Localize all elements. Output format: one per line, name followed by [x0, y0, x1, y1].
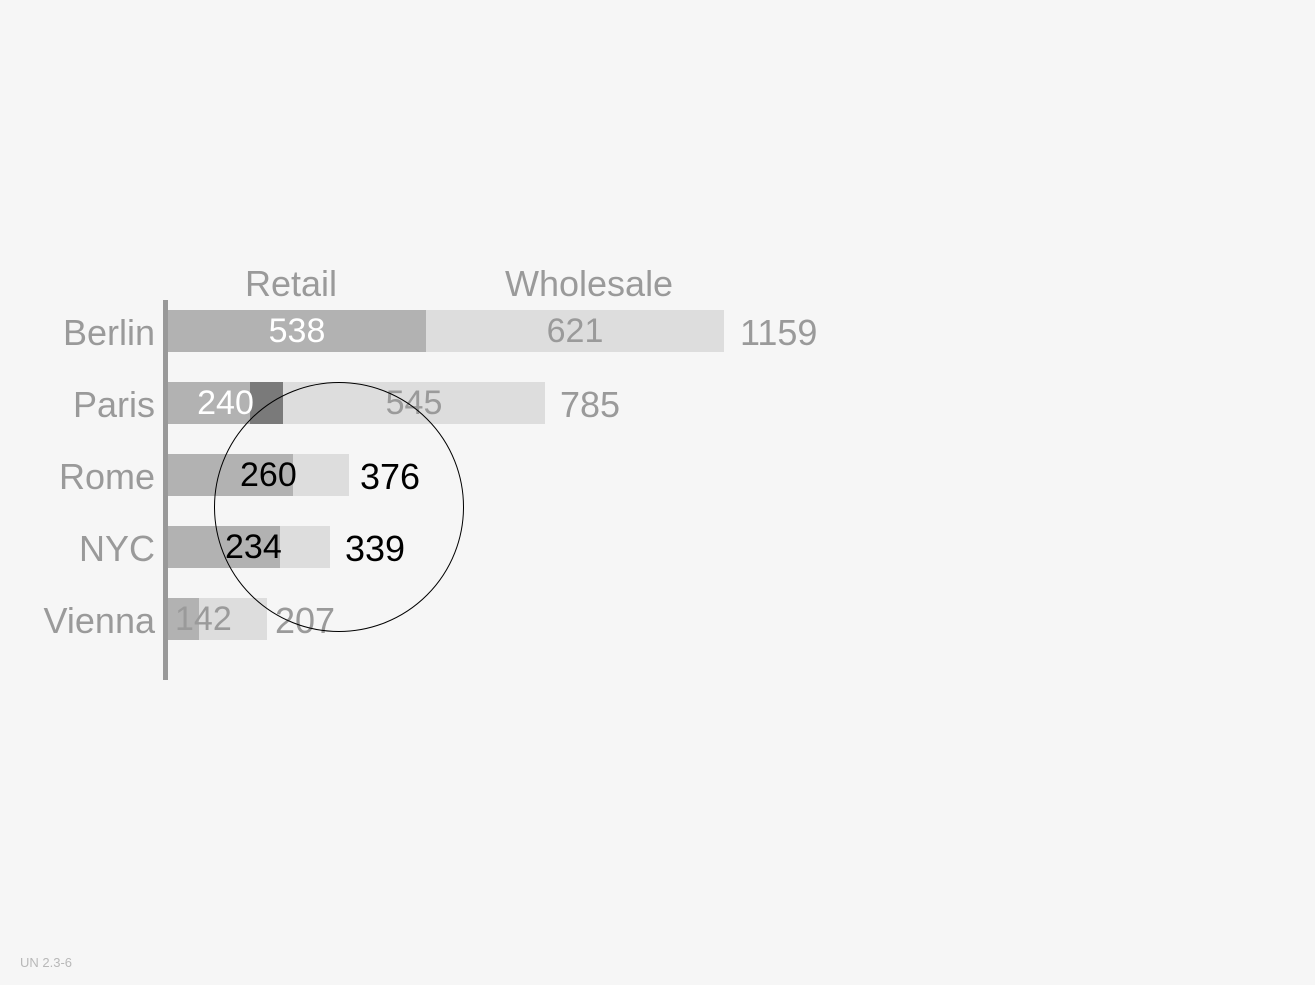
category-label-vienna: Vienna [0, 600, 155, 642]
highlight-circle [214, 382, 464, 632]
value-berlin-retail: 538 [168, 312, 426, 351]
category-label-nyc: NYC [0, 528, 155, 570]
total-berlin: 1159 [740, 312, 817, 354]
value-berlin-wholesale: 621 [426, 312, 724, 351]
category-label-rome: Rome [0, 456, 155, 498]
footer-caption: UN 2.3-6 [20, 955, 72, 970]
series-header-retail: Retail [245, 263, 337, 305]
category-label-paris: Paris [0, 384, 155, 426]
value-vienna-wholesale: 142 [175, 600, 255, 639]
series-header-wholesale: Wholesale [505, 263, 673, 305]
category-label-berlin: Berlin [0, 312, 155, 354]
total-paris: 785 [560, 384, 620, 426]
stacked-bar-chart: Retail Wholesale Berlin 538 621 1159 Par… [0, 0, 1315, 985]
